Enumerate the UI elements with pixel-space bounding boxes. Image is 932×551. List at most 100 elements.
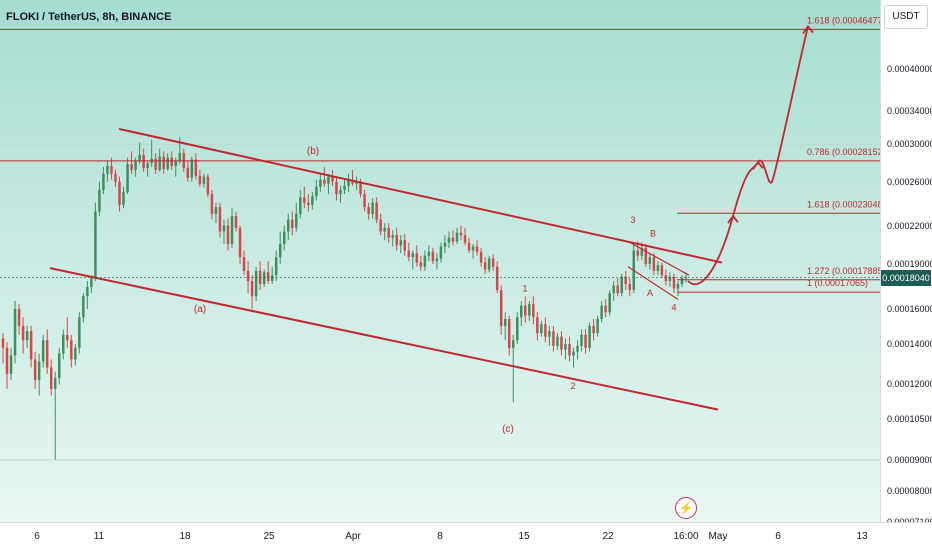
- candle-body: [210, 194, 214, 214]
- candle-body: [503, 319, 507, 326]
- candle-body: [114, 173, 117, 182]
- candle-body: [86, 287, 89, 297]
- last-price-tag: 0.00018040: [881, 269, 931, 286]
- candle-body: [202, 176, 206, 184]
- candle-body: [540, 324, 543, 334]
- candle-body: [154, 158, 157, 170]
- candle-body: [62, 334, 65, 354]
- y-tick-label: 0.00034000: [887, 106, 932, 117]
- candle-body: [126, 164, 129, 192]
- candle-body: [78, 317, 81, 348]
- candle-body: [266, 272, 270, 282]
- candle-body: [49, 367, 53, 389]
- candle-body: [319, 179, 322, 187]
- candle-body: [33, 359, 37, 381]
- candle-body: [656, 265, 660, 271]
- candle-body: [226, 225, 230, 245]
- chart-title: FLOKI / TetherUS, 8h, BINANCE: [6, 11, 172, 23]
- y-tick-label: 0.00016000: [887, 303, 932, 314]
- candle-body: [511, 340, 515, 348]
- candle-body: [186, 167, 190, 178]
- currency-selector[interactable]: USDT: [884, 5, 928, 29]
- candle-body: [459, 232, 463, 236]
- candle-body: [560, 336, 563, 350]
- candle-body: [640, 247, 644, 256]
- candle-body: [323, 179, 326, 184]
- candle-body: [315, 186, 318, 197]
- candle-body: [467, 242, 471, 251]
- candle-body: [507, 319, 511, 348]
- candle-body: [303, 197, 306, 203]
- y-tick-label: 0.00009000: [887, 454, 932, 465]
- fib-level-label: 1.618 (0.00046477): [807, 15, 880, 25]
- candle-body: [664, 275, 668, 282]
- candle-body: [174, 161, 178, 167]
- candle-body: [415, 253, 419, 263]
- price-axis[interactable]: 0.00040000 0.00034000 0.00030000 0.00026000…: [880, 0, 932, 527]
- candle-body: [170, 157, 173, 167]
- fib-level-label: 0.786 (0.00028152): [807, 147, 880, 157]
- candle-body: [250, 281, 254, 297]
- candle-body: [495, 266, 499, 291]
- x-tick-label: 15: [518, 531, 530, 542]
- candle-body: [287, 219, 290, 232]
- lightning-icon[interactable]: ⚡: [675, 497, 697, 519]
- candle-body: [246, 270, 250, 282]
- x-tick-label: 6: [775, 531, 781, 542]
- plot-area[interactable]: 1.618 (0.00046477) 0.786 (0.00028152) 1.61…: [0, 0, 880, 522]
- candle-body: [94, 211, 97, 279]
- y-tick-label: 0.00026000: [887, 176, 932, 187]
- candle-body: [295, 213, 298, 228]
- candle-body: [343, 185, 346, 190]
- wave-label: B: [650, 228, 656, 238]
- candle-body: [483, 262, 487, 270]
- candle-body: [475, 246, 479, 252]
- candle-body: [41, 340, 45, 362]
- candle-body: [299, 197, 302, 214]
- candle-body: [162, 156, 165, 169]
- candle-body: [568, 344, 571, 356]
- candle-body: [616, 285, 619, 294]
- candle-body: [584, 334, 587, 348]
- candle-body: [676, 284, 680, 289]
- candle-body: [644, 247, 648, 264]
- x-tick-label: 11: [93, 531, 105, 542]
- candle-body: [431, 251, 435, 262]
- wave-label: (a): [194, 304, 206, 315]
- candle-body: [9, 355, 13, 374]
- candle-body: [363, 194, 366, 208]
- x-tick-label: 16:00: [673, 531, 699, 542]
- candle-body: [274, 257, 278, 276]
- candle-body: [399, 240, 402, 246]
- y-tick-label: 0.00019000: [887, 258, 932, 269]
- x-tick-label: 18: [179, 531, 191, 542]
- candle-body: [238, 227, 242, 258]
- candle-body: [134, 160, 137, 170]
- fib-level-label: 1 (0.00017065): [807, 278, 868, 288]
- candle-body: [146, 163, 149, 168]
- candle-body: [536, 317, 539, 334]
- candle-body: [122, 191, 125, 205]
- wave-label: A: [647, 288, 653, 298]
- wave-label: 3: [630, 215, 635, 225]
- candle-body: [435, 258, 439, 262]
- projection-path: [687, 26, 809, 286]
- candle-body: [576, 345, 579, 352]
- candle-body: [684, 277, 688, 279]
- price-chart[interactable]: 1.618 (0.00046477) 0.786 (0.00028152) 1.61…: [0, 0, 880, 522]
- time-axis[interactable]: 6 11 18 25 Apr 8 15 22 16:00 May 6 13: [0, 522, 932, 551]
- candle-body: [21, 325, 25, 341]
- candle-body: [74, 347, 77, 360]
- y-tick-label: 0.00008000: [887, 485, 932, 496]
- channel-lower-line: [49, 267, 719, 411]
- candle-body: [608, 293, 611, 313]
- candle-body: [82, 296, 85, 318]
- candle-body: [254, 270, 258, 297]
- candle-body: [367, 207, 370, 214]
- candle-body: [548, 331, 551, 337]
- candle-body: [371, 202, 374, 214]
- candle-body: [166, 157, 169, 169]
- candle-body: [648, 257, 652, 264]
- candle-body: [443, 242, 447, 247]
- candle-body: [564, 344, 567, 350]
